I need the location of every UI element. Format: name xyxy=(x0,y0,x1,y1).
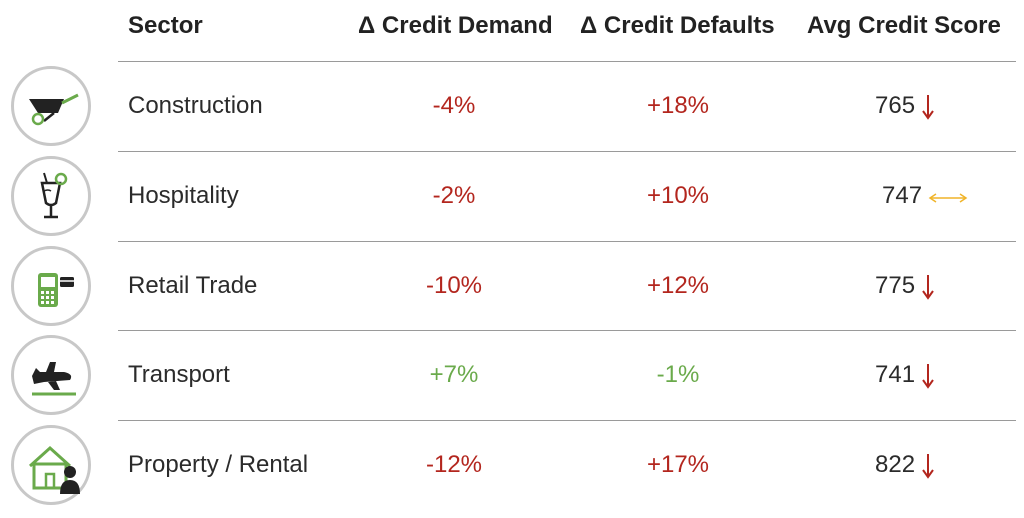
credit-defaults-value: +17% xyxy=(646,451,710,478)
avg-score-value: 775 xyxy=(875,272,916,299)
credit-demand-value: +7% xyxy=(429,361,479,388)
credit-defaults-value: +12% xyxy=(646,272,710,299)
icon-badge xyxy=(11,246,91,326)
header-avg-credit-score: Avg Credit Score xyxy=(807,12,1001,39)
divider xyxy=(118,420,1016,421)
icon-badge xyxy=(11,156,91,236)
icon-badge xyxy=(11,425,91,505)
sector-label: Hospitality xyxy=(128,182,239,209)
avg-score-value: 765 xyxy=(875,92,916,119)
house-person-icon xyxy=(28,445,80,494)
divider xyxy=(118,61,1016,62)
trend-flat-arrow-icon xyxy=(928,193,968,203)
icon-badge xyxy=(11,66,91,146)
trend-down-arrow-icon xyxy=(922,95,934,120)
cocktail-icon xyxy=(40,172,68,219)
table-row: Hospitality -2% +10% 747 xyxy=(0,152,1024,242)
table-row: Transport +7% -1% 741 xyxy=(0,331,1024,421)
credit-demand-value: -4% xyxy=(432,92,476,119)
credit-defaults-value: +18% xyxy=(646,92,710,119)
trend-down-arrow-icon xyxy=(922,364,934,389)
airplane-icon xyxy=(32,362,76,396)
sector-label: Property / Rental xyxy=(128,451,309,478)
credit-demand-value: -10% xyxy=(425,272,483,299)
sector-label: Transport xyxy=(128,361,230,388)
avg-score-value: 741 xyxy=(875,361,916,388)
table-row: Retail Trade -10% +12% 775 xyxy=(0,242,1024,332)
divider xyxy=(118,151,1016,152)
header-sector: Sector xyxy=(128,12,203,39)
avg-score-value: 822 xyxy=(875,451,916,478)
table-row: Property / Rental -12% +17% 822 xyxy=(0,421,1024,511)
card-terminal-icon xyxy=(38,273,74,307)
icon-badge xyxy=(11,335,91,415)
credit-demand-value: -12% xyxy=(425,451,483,478)
credit-defaults-value: +10% xyxy=(646,182,710,209)
header-credit-demand: Δ Credit Demand xyxy=(358,12,553,39)
divider xyxy=(118,241,1016,242)
trend-down-arrow-icon xyxy=(922,275,934,300)
sector-label: Retail Trade xyxy=(128,272,258,299)
header-credit-defaults: Δ Credit Defaults xyxy=(580,12,775,39)
wheelbarrow-icon xyxy=(29,93,79,126)
credit-demand-value: -2% xyxy=(432,182,476,209)
table-row: Construction -4% +18% 765 xyxy=(0,62,1024,152)
credit-defaults-value: -1% xyxy=(656,361,700,388)
sector-label: Construction xyxy=(128,92,263,119)
avg-score-value: 747 xyxy=(882,182,923,209)
trend-down-arrow-icon xyxy=(922,454,934,479)
divider xyxy=(118,330,1016,331)
table-header: Sector Δ Credit Demand Δ Credit Defaults… xyxy=(0,0,1024,58)
